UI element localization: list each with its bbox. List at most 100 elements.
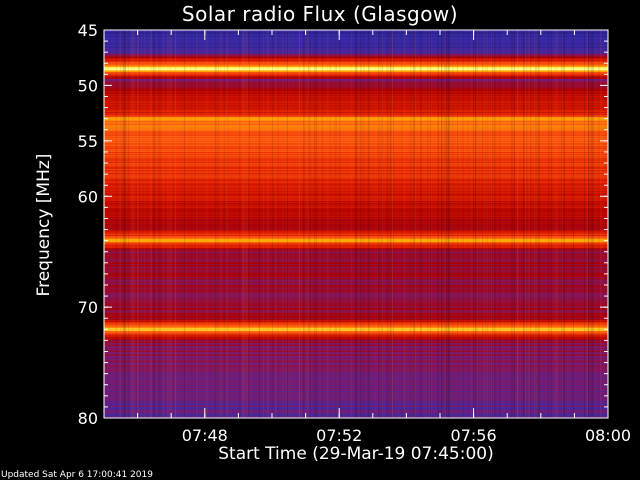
spectrogram-row	[104, 129, 608, 130]
texture-streak	[561, 30, 563, 418]
spectrogram-row	[104, 121, 608, 122]
texture-streak	[487, 30, 489, 418]
texture-streak	[591, 30, 593, 418]
spectrogram-row	[104, 267, 608, 268]
texture-streak	[413, 30, 415, 418]
spectrogram-row	[104, 363, 608, 364]
texture-streak	[239, 30, 241, 418]
spectrogram-row	[104, 359, 608, 360]
spectrogram-row	[104, 139, 608, 140]
texture-streak	[376, 30, 378, 418]
spectrogram-row	[104, 299, 608, 300]
spectrogram-row	[104, 172, 608, 173]
texture-streak	[127, 30, 129, 418]
spectrogram-row	[104, 252, 608, 253]
texture-streak	[441, 30, 443, 418]
spectrogram-row	[104, 135, 608, 136]
texture-streak	[477, 30, 479, 418]
spectrogram-row	[104, 415, 608, 416]
texture-streak	[307, 30, 309, 418]
spectrogram-row	[104, 210, 608, 211]
texture-streak	[298, 30, 300, 418]
spectrogram-row	[104, 42, 608, 43]
spectrogram-row	[104, 61, 608, 62]
texture-streak	[475, 30, 477, 418]
spectrogram-row	[104, 195, 608, 196]
spectrogram-row	[104, 155, 608, 156]
spectrogram-row	[104, 357, 608, 358]
texture-streak	[137, 30, 139, 418]
texture-streak	[245, 30, 247, 418]
spectrogram-row	[104, 358, 608, 359]
texture-streak	[227, 30, 229, 418]
texture-streak	[316, 30, 318, 418]
spectrogram-row	[104, 57, 608, 58]
texture-streak	[217, 30, 219, 418]
texture-streak	[329, 30, 331, 418]
spectrogram-row	[104, 171, 608, 172]
texture-streak	[246, 30, 248, 418]
spectrogram-row	[104, 40, 608, 41]
texture-streak	[494, 30, 496, 418]
spectrogram-row	[104, 278, 608, 279]
spectrogram-row	[104, 321, 608, 322]
spectrogram-row	[104, 311, 608, 312]
spectrogram-row	[104, 389, 608, 390]
spectrogram-row	[104, 160, 608, 161]
spectrogram-row	[104, 152, 608, 153]
texture-streak	[250, 30, 252, 418]
texture-streak	[304, 30, 306, 418]
spectrogram-row	[104, 197, 608, 198]
spectrogram-row	[104, 379, 608, 380]
spectrogram-row	[104, 154, 608, 155]
spectrogram-row	[104, 411, 608, 412]
spectrogram-row	[104, 126, 608, 127]
spectrogram-row	[104, 109, 608, 110]
spectrogram-row	[104, 83, 608, 84]
spectrogram-row	[104, 291, 608, 292]
texture-streak	[272, 30, 274, 418]
texture-streak	[448, 30, 450, 418]
texture-streak	[367, 30, 369, 418]
spectrogram-row	[104, 102, 608, 103]
spectrogram-row	[104, 205, 608, 206]
spectrogram-row	[104, 107, 608, 108]
spectrogram-row	[104, 223, 608, 224]
texture-streak	[329, 30, 331, 418]
spectrogram-row	[104, 233, 608, 234]
bright-band	[104, 327, 608, 331]
spectrogram-row	[104, 179, 608, 180]
texture-streak	[169, 30, 171, 418]
spectrogram-row	[104, 33, 608, 34]
spectrogram-row	[104, 272, 608, 273]
spectrogram-row	[104, 273, 608, 274]
spectrogram-row	[104, 52, 608, 53]
spectrogram-row	[104, 371, 608, 372]
texture-streak	[522, 30, 524, 418]
spectrogram-row	[104, 324, 608, 325]
spectrogram-row	[104, 243, 608, 244]
spectrogram-row	[104, 247, 608, 248]
spectrogram-row	[104, 168, 608, 169]
spectrogram-row	[104, 209, 608, 210]
spectrogram-row	[104, 315, 608, 316]
spectrogram-row	[104, 72, 608, 73]
spectrogram-row	[104, 392, 608, 393]
spectrogram-row	[104, 198, 608, 199]
spectrogram-row	[104, 401, 608, 402]
spectrogram-row	[104, 257, 608, 258]
y-tick-label: 80	[78, 409, 98, 428]
y-tick-label: 70	[78, 298, 98, 317]
texture-streak	[363, 30, 365, 418]
spectrogram-row	[104, 386, 608, 387]
spectrogram-row	[104, 403, 608, 404]
spectrogram-row	[104, 275, 608, 276]
spectrogram-row	[104, 137, 608, 138]
spectrogram-row	[104, 161, 608, 162]
texture-streak	[195, 30, 197, 418]
texture-streak	[527, 30, 529, 418]
texture-streak	[144, 30, 146, 418]
texture-streak	[282, 30, 284, 418]
texture-streak	[534, 30, 536, 418]
